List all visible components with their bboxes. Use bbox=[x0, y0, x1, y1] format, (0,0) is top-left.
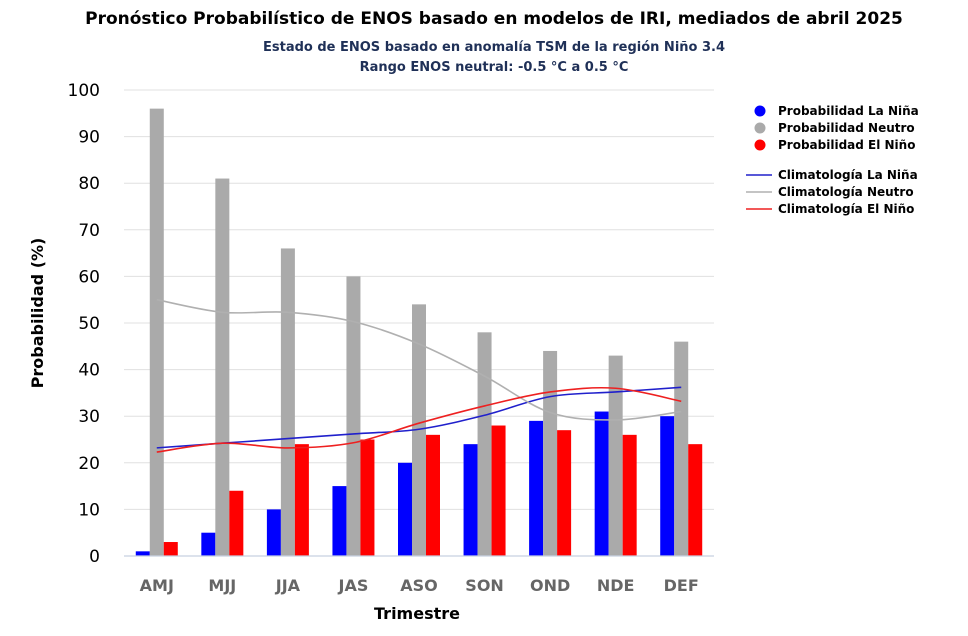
x-tick-label: SON bbox=[465, 576, 504, 595]
bar-la-nina bbox=[201, 532, 216, 556]
climatology-lines bbox=[156, 298, 682, 453]
x-tick-label: MJJ bbox=[208, 576, 236, 595]
bar-neutro bbox=[674, 341, 689, 556]
climatology-line-el-nino bbox=[156, 386, 682, 453]
y-tick-label: 50 bbox=[78, 314, 100, 334]
bar-la-nina bbox=[463, 444, 478, 556]
chart-title: Pronóstico Probabilístico de ENOS basado… bbox=[85, 9, 903, 29]
bar-neutro bbox=[608, 355, 623, 556]
bar-neutro bbox=[149, 108, 164, 556]
x-tick-label: AMJ bbox=[140, 576, 174, 595]
legend-marker-3 bbox=[754, 139, 766, 151]
bar-el-nino bbox=[688, 444, 703, 556]
bar-el-nino bbox=[294, 444, 309, 556]
x-tick-label: NDE bbox=[597, 576, 635, 595]
legend-label: Climatología La Niña bbox=[778, 168, 918, 182]
bar-el-nino bbox=[426, 434, 440, 556]
y-tick-label: 70 bbox=[78, 221, 100, 241]
y-tick-label: 40 bbox=[78, 361, 100, 381]
bar-neutro bbox=[477, 332, 492, 556]
x-tick-label: DEF bbox=[664, 576, 699, 595]
bar-neutro bbox=[346, 276, 361, 556]
bar-la-nina bbox=[660, 416, 675, 556]
y-tick-label: 0 bbox=[89, 547, 100, 567]
climatology-line-neutro bbox=[156, 298, 682, 421]
bar-neutro bbox=[280, 248, 295, 556]
y-tick-label: 60 bbox=[78, 267, 100, 287]
bar-la-nina bbox=[529, 420, 544, 556]
bar-neutro bbox=[543, 350, 558, 556]
bar-neutro bbox=[412, 304, 426, 556]
bar-el-nino bbox=[557, 430, 572, 556]
legend-label: Climatología Neutro bbox=[778, 185, 914, 199]
x-tick-label: JJA bbox=[275, 576, 301, 595]
bar-el-nino bbox=[622, 434, 637, 556]
chart-subtitle-line-1: Estado de ENOS basado en anomalía TSM de… bbox=[263, 40, 725, 55]
bar-la-nina bbox=[135, 551, 150, 556]
y-tick-label: 10 bbox=[78, 500, 100, 520]
legend-label: Climatología El Niño bbox=[778, 202, 914, 216]
bar-el-nino bbox=[360, 439, 375, 556]
bars bbox=[135, 108, 703, 557]
y-tick-label: 20 bbox=[78, 454, 100, 474]
x-tick-label: JAS bbox=[338, 576, 369, 595]
y-axis-label: Probabilidad (%) bbox=[28, 238, 47, 389]
bar-el-nino bbox=[163, 542, 178, 556]
y-tick-label: 90 bbox=[78, 128, 100, 148]
x-tick-label: ASO bbox=[400, 576, 438, 595]
legend-label: Probabilidad El Niño bbox=[778, 138, 915, 152]
legend-marker-1 bbox=[754, 105, 766, 117]
bar-la-nina bbox=[594, 411, 609, 556]
x-tick-label: OND bbox=[530, 576, 570, 595]
axes: 0 10 20 30 40 50 60 70 80 90 100 AMJ MJJ JJA JAS ASO SON… bbox=[68, 81, 714, 595]
legend-label: Probabilidad La Niña bbox=[778, 104, 919, 118]
climatology-line-la-nina bbox=[156, 386, 682, 449]
x-axis-label: Trimestre bbox=[374, 604, 460, 623]
bar-el-nino bbox=[491, 425, 506, 556]
bar-el-nino bbox=[229, 490, 244, 556]
bar-neutro bbox=[215, 178, 230, 557]
bar-la-nina bbox=[398, 462, 412, 556]
y-tick-label: 30 bbox=[78, 407, 100, 427]
bar-la-nina bbox=[332, 486, 347, 556]
bar-la-nina bbox=[266, 509, 281, 556]
legend-label: Probabilidad Neutro bbox=[778, 121, 915, 135]
legend-marker-2 bbox=[754, 122, 766, 134]
legend: Probabilidad La Niña Probabilidad Neutro P… bbox=[746, 104, 919, 216]
y-tick-label: 80 bbox=[78, 174, 100, 194]
y-tick-label: 100 bbox=[68, 81, 100, 101]
chart-subtitle-line-2: Rango ENOS neutral: -0.5 °C a 0.5 °C bbox=[360, 60, 629, 75]
